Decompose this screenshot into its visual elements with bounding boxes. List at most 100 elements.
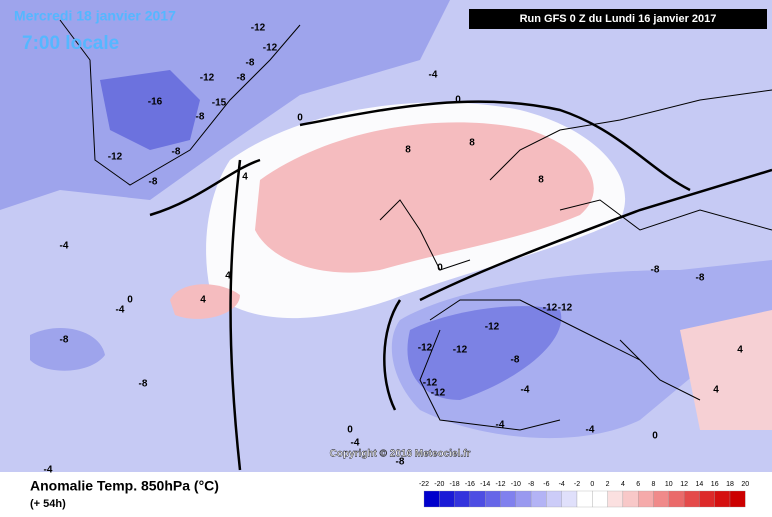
contour-label: -12 [485, 322, 500, 333]
contour-label: -16 [148, 97, 163, 108]
contour-label: -12 [453, 345, 468, 356]
contour-label: 8 [538, 175, 544, 186]
contour-label: -8 [139, 379, 148, 390]
colorbar-tick-label: -16 [465, 481, 475, 488]
colorbar-cell [500, 490, 516, 508]
contour-label: -8 [60, 335, 69, 346]
contour-label: -8 [696, 273, 705, 284]
lead-time: (+ 54h) [30, 498, 66, 510]
warm-area [170, 284, 240, 319]
contour-label: -4 [586, 425, 595, 436]
contour-label: -4 [521, 385, 530, 396]
contour-label: -4 [429, 70, 438, 81]
zero-contour [149, 100, 772, 471]
colorbar-tick-label: 20 [741, 481, 749, 488]
colorbar-cell [622, 490, 639, 508]
contour-label: -15 [212, 98, 227, 109]
contour-label: -8 [172, 147, 181, 158]
contour-label: 4 [737, 345, 743, 356]
colorbar-cell [653, 490, 669, 508]
very-cold-area [407, 306, 562, 400]
colorbar-tick-label: 4 [621, 481, 625, 488]
contour-label: -8 [396, 457, 405, 468]
cold-area [0, 0, 450, 210]
contour-label: 0 [297, 113, 303, 124]
contour-label: -12 [431, 388, 446, 399]
colorbar-cell [546, 490, 562, 508]
contour-label: -12 [543, 303, 558, 314]
colorbar-cell [439, 490, 455, 508]
contour-label: -8 [237, 73, 246, 84]
colorbar-tick-label: -8 [528, 481, 534, 488]
contour-label: -12 [558, 303, 573, 314]
colorbar-cell [515, 490, 532, 508]
contour-label: -12 [200, 73, 215, 84]
contour-label: 4 [242, 172, 248, 183]
colorbar-tick-label: -18 [450, 481, 460, 488]
colorbar-cell [485, 490, 501, 508]
colorbar-cell [714, 490, 731, 508]
colorbar-cell [423, 490, 440, 508]
contour-label: -4 [44, 465, 53, 476]
colorbar-tick-label: 10 [665, 481, 673, 488]
run-box [469, 9, 767, 29]
colorbar-tick-label: -12 [495, 481, 505, 488]
colorbar-tick-label: 12 [680, 481, 688, 488]
colorbar-tick-label: 0 [590, 481, 594, 488]
contour-label: -8 [651, 265, 660, 276]
colorbar-cell [592, 490, 608, 508]
colorbar-cell [454, 490, 471, 508]
colorbar-tick-label: 2 [606, 481, 610, 488]
contour-label: -12 [423, 378, 438, 389]
contour-label: -8 [149, 177, 158, 188]
contour-label: -12 [108, 152, 123, 163]
very-cold-area [100, 70, 200, 150]
contour-label: 4 [713, 385, 719, 396]
colorbar-cell [530, 490, 547, 508]
colorbar-tick-label: 18 [726, 481, 734, 488]
colorbar-cell [683, 490, 700, 508]
contour-label: 4 [200, 295, 206, 306]
cold-area [30, 327, 105, 371]
contour-label: -8 [246, 58, 255, 69]
colorbar-cell [576, 490, 593, 508]
cold-area [391, 260, 772, 439]
colorbar-tick-label: 6 [636, 481, 640, 488]
contour-label: -4 [60, 241, 69, 252]
contour-label: -8 [196, 112, 205, 123]
warm-area [680, 310, 772, 430]
contour-label: -8 [511, 355, 520, 366]
contour-label: 4 [225, 271, 231, 282]
footer-title: Anomalie Temp. 850hPa (°C) [30, 478, 219, 494]
colorbar-tick-label: 16 [711, 481, 719, 488]
copyright: Copyright © 2016 Meteociel.fr [330, 449, 471, 460]
colorbar-tick-label: -20 [434, 481, 444, 488]
contour-label: 0 [127, 295, 133, 306]
run-info: Run GFS 0 Z du Lundi 16 janvier 2017 [520, 13, 717, 25]
colorbar-tick-label: -10 [511, 481, 521, 488]
colorbar-cell [729, 490, 746, 508]
date: Mercredi 18 janvier 2017 [14, 8, 176, 24]
contour-label: 0 [437, 263, 443, 274]
warm-area [255, 122, 594, 273]
colorbar-cell [638, 490, 654, 508]
contour-label: 0 [347, 425, 353, 436]
colorbar-tick-label: 8 [652, 481, 656, 488]
contour-label: -4 [116, 305, 125, 316]
colorbar-tick-label: -14 [480, 481, 490, 488]
contour-label: 0 [652, 431, 658, 442]
colorbar-cell [699, 490, 715, 508]
colorbar-tick-label: -2 [574, 481, 580, 488]
colorbar-cell [607, 490, 624, 508]
contour-label: -12 [418, 343, 433, 354]
colorbar-cell [469, 490, 486, 508]
colorbar-tick-label: 14 [696, 481, 704, 488]
contour-label: 8 [469, 138, 475, 149]
contour-label: -4 [496, 420, 505, 431]
colorbar-tick-label: -6 [543, 481, 549, 488]
contour-label: -4 [351, 438, 360, 449]
contour-label: 8 [405, 145, 411, 156]
colorbar-tick-label: -22 [419, 481, 429, 488]
